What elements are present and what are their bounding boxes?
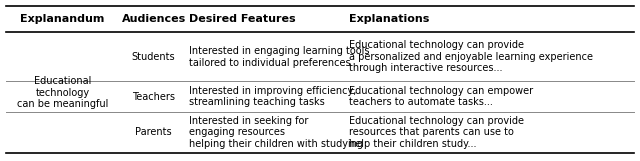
Text: Educational technology can provide
resources that parents can use to
help their : Educational technology can provide resou… <box>349 116 524 149</box>
Text: Interested in improving efficiency,
streamlining teaching tasks: Interested in improving efficiency, stre… <box>189 86 356 107</box>
Text: Desired Features: Desired Features <box>189 14 296 24</box>
Text: Interested in engaging learning tools
tailored to individual preferences: Interested in engaging learning tools ta… <box>189 46 369 68</box>
Text: Teachers: Teachers <box>132 92 175 102</box>
Text: Explanandum: Explanandum <box>20 14 104 24</box>
Text: Educational technology can provide
a personalized and enjoyable learning experie: Educational technology can provide a per… <box>349 40 593 73</box>
Text: Parents: Parents <box>135 127 172 137</box>
Text: Explanations: Explanations <box>349 14 429 24</box>
Text: Interested in seeking for
engaging resources
helping their children with studyin: Interested in seeking for engaging resou… <box>189 116 363 149</box>
Text: Audiences: Audiences <box>122 14 186 24</box>
Text: Educational
technology
can be meaningful: Educational technology can be meaningful <box>17 76 108 109</box>
Text: Educational technology can empower
teachers to automate tasks...: Educational technology can empower teach… <box>349 86 533 107</box>
Text: Students: Students <box>132 52 175 62</box>
